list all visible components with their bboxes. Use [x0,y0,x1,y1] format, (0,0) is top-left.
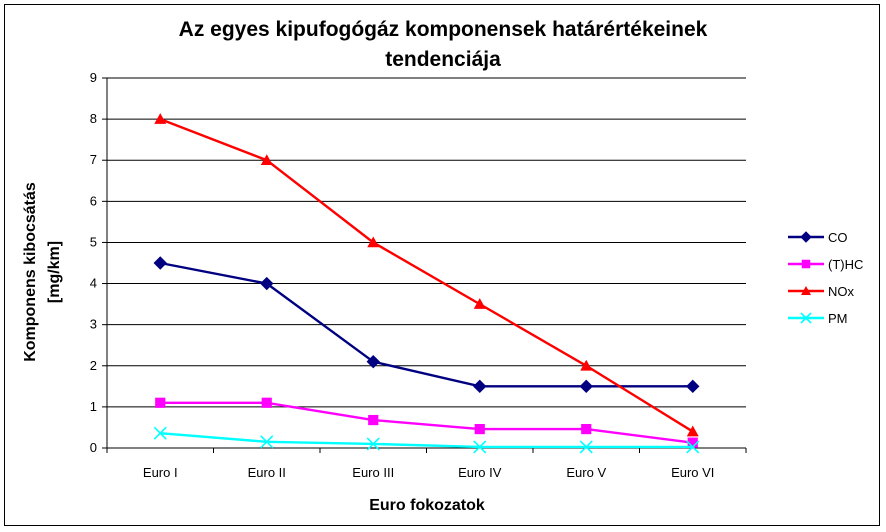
data-point-stroke [473,440,487,454]
chart-title-line1: Az egyes kipufogógáz komponensek határér… [179,18,708,41]
data-point [473,379,487,394]
data-point [473,440,487,454]
data-point [686,440,700,454]
data-point [155,397,166,408]
data-point-stroke [260,435,274,449]
data-point [367,236,380,248]
legend-label: (T)HC [828,257,863,272]
data-point [687,437,698,448]
y-tick-labels: 0 1 2 3 4 5 6 7 8 9 [90,70,97,455]
data-point [801,286,811,295]
data-point-stroke [686,440,700,454]
legend-label: CO [828,230,848,245]
data-point [260,276,274,291]
y-axis-title-line2: [mg/km] [46,241,63,303]
x-tick-label: Euro IV [458,465,502,480]
y-tick-label: 6 [90,193,97,208]
data-point [800,312,812,324]
legend-item-thc: (T)HC [788,257,863,272]
y-tick-label: 9 [90,70,97,85]
series-nox [154,113,699,437]
x-tick-label: Euro I [143,465,178,480]
data-point [261,397,272,408]
data-point [153,426,167,440]
data-point-stroke [153,426,167,440]
x-tick-label: Euro VI [671,465,714,480]
y-tick-label: 1 [90,399,97,414]
legend-label: PM [828,311,848,326]
data-point [474,423,485,435]
data-point [686,379,700,394]
data-point [579,379,593,394]
x-axis-title: Euro fokozatok [369,497,485,514]
data-point-stroke [800,312,812,324]
chart-title-line2: tendenciája [385,48,501,71]
data-point [473,298,486,309]
series-line [160,401,693,444]
data-point [800,231,812,243]
legend-item-nox: NOx [788,284,855,299]
data-point [366,354,380,369]
y-tick-label: 5 [90,234,97,249]
series-lines [153,113,700,454]
x-tick-label: Euro II [248,465,286,480]
legend: CO (T)HC NOx PM [788,230,863,326]
data-point [579,440,593,454]
y-tick-label: 7 [90,152,97,167]
gridlines [107,77,746,408]
data-point [366,437,380,451]
series-pm [153,426,700,454]
data-point [153,256,167,270]
series-line [159,117,694,433]
y-tick-label: 0 [90,440,97,455]
series-line [160,261,693,388]
legend-item-co: CO [788,230,848,245]
data-point [686,425,699,437]
series-co [153,256,700,394]
data-point [580,359,593,371]
x-tick-label: Euro V [566,465,606,480]
data-point [260,435,274,449]
data-point [154,113,167,124]
y-tick-label: 3 [90,317,97,332]
y-tick-label: 8 [90,111,97,126]
data-point [260,154,273,166]
chart-frame [4,4,880,526]
series-line [160,432,693,449]
data-point-stroke [579,440,593,454]
x-tick-labels: Euro I Euro II Euro III Euro IV Euro V Euro V… [143,465,715,480]
x-tick-label: Euro III [352,465,394,480]
legend-label: NOx [828,284,855,299]
y-axis-title-line1: Komponens kibocsátás [22,182,39,362]
data-point [368,414,379,426]
series-thc [155,397,698,448]
y-tick-label: 2 [90,358,97,373]
legend-item-pm: PM [788,311,848,326]
data-point-stroke [366,437,380,451]
data-point [581,423,592,435]
y-tick-label: 4 [90,276,97,291]
data-point [801,259,811,269]
